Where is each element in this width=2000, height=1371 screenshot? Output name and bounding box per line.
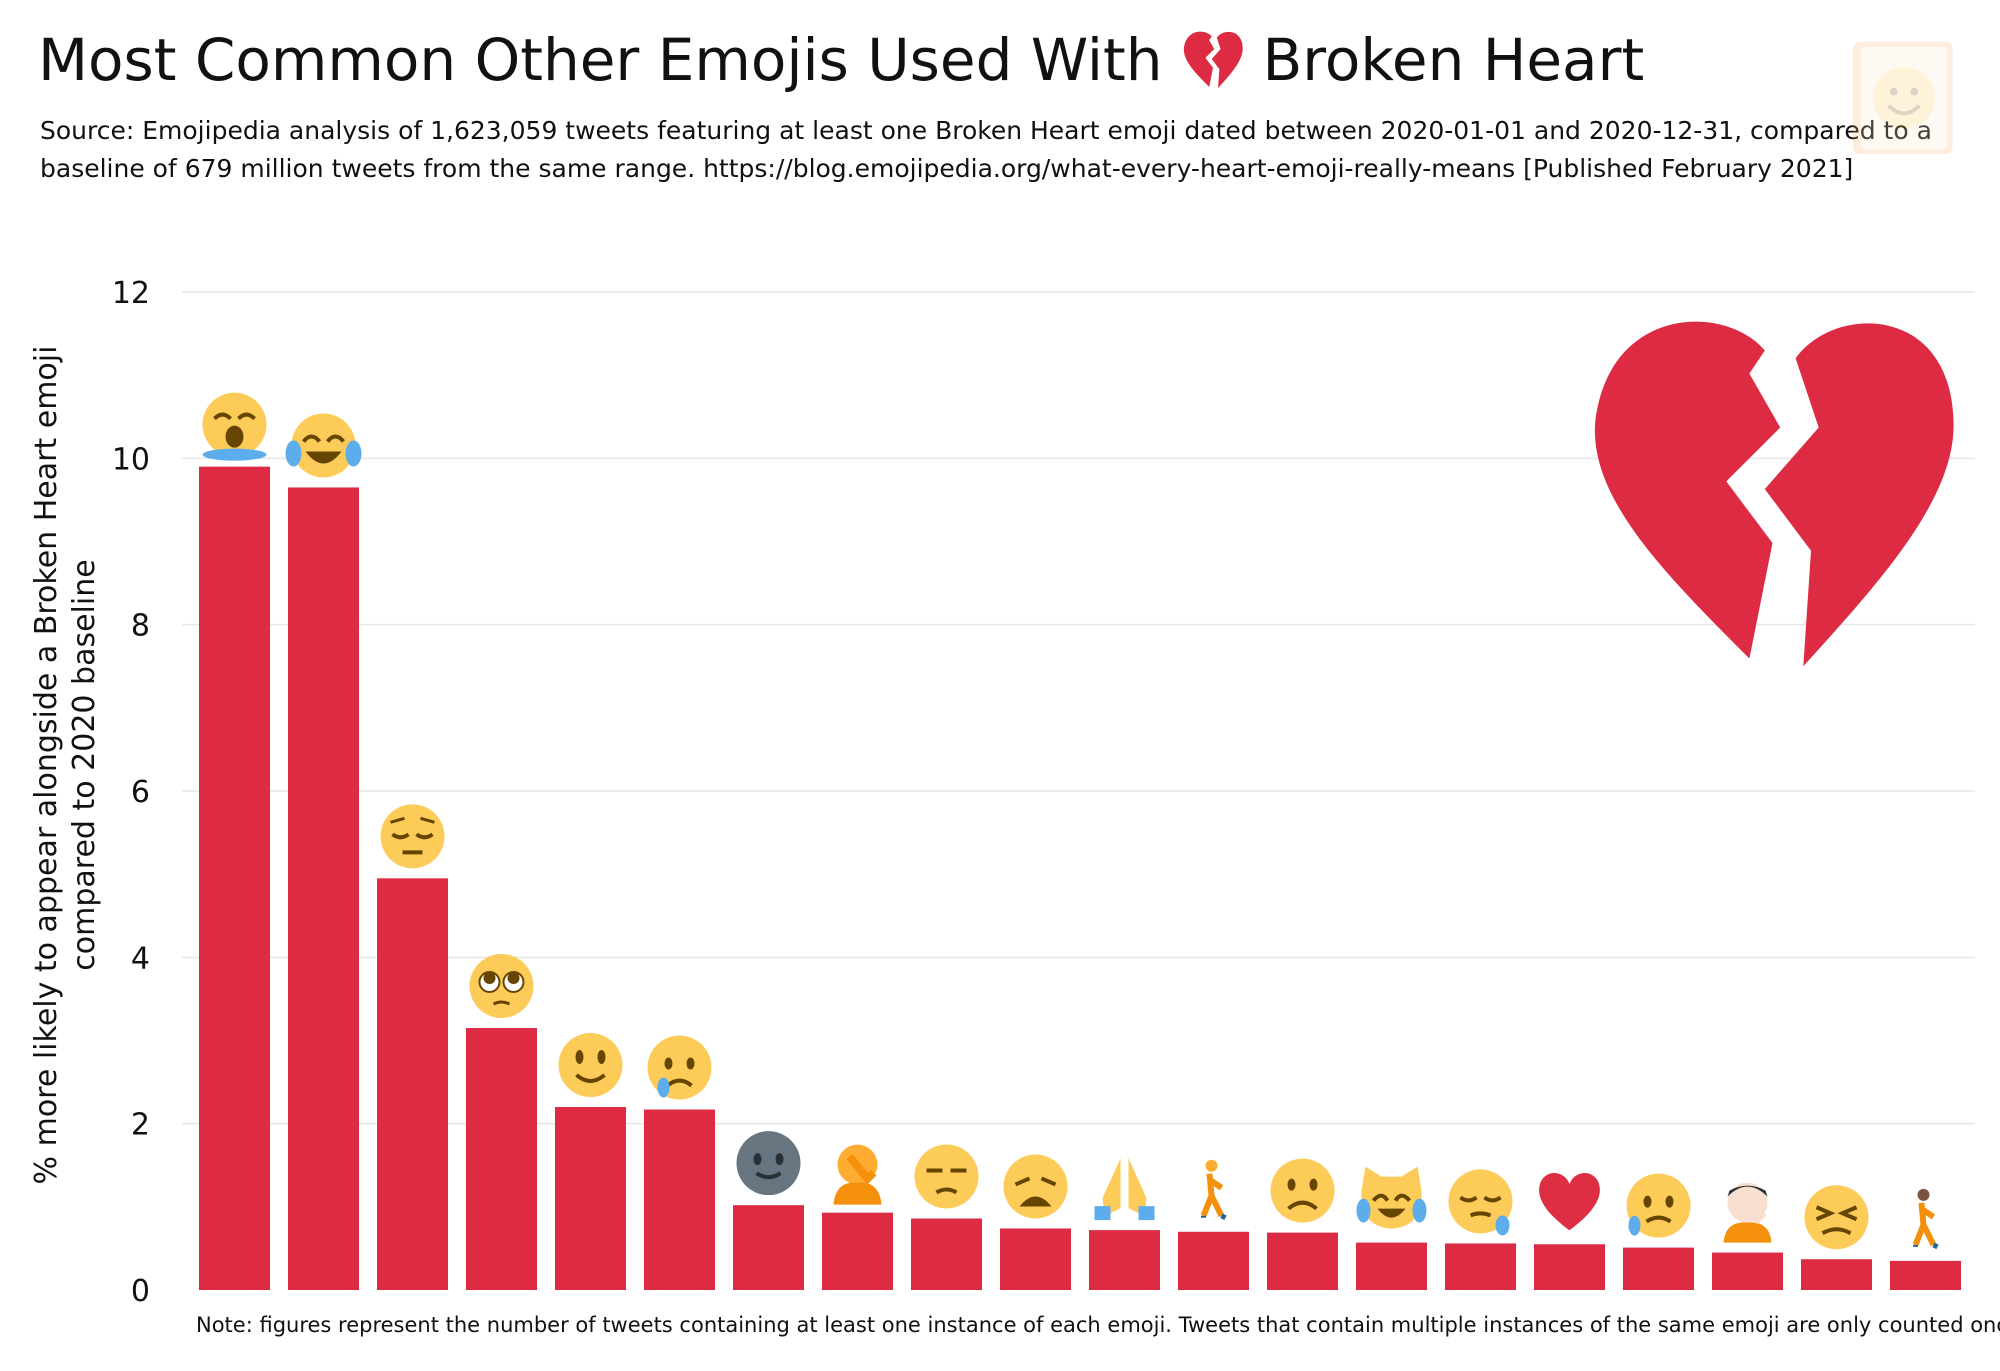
face-holding-back-tears-icon [469,954,534,1019]
bar-pensive-face [377,878,448,1290]
bar-red-heart [1534,1244,1605,1290]
slightly-smiling-face-icon [558,1033,623,1098]
bars [199,466,1961,1291]
cat-with-tears-of-joy-icon [1356,1166,1427,1229]
bar-loudly-crying-face [199,466,270,1290]
y-tick-label: 0 [131,1274,150,1309]
svg-text:% more likely to appear alongs: % more likely to appear alongside a Brok… [29,346,64,1185]
unamused-face-icon [914,1144,979,1209]
bar-sleepy-face [1445,1243,1516,1290]
weary-face-icon [1003,1154,1068,1219]
person-facepalming-icon [833,1144,882,1205]
bar-folded-hands [1089,1230,1160,1290]
bar-cat-with-tears-of-joy [1356,1242,1427,1290]
chart-subtitle: Source: Emojipedia analysis of 1,623,059… [40,116,1932,183]
y-axis-label-line-1: % more likely to appear alongside a Brok… [29,346,64,1185]
grid-lines [182,291,1975,1125]
loudly-crying-face-icon [202,392,267,461]
y-tick-label: 8 [131,609,150,644]
y-axis-ticks: 0 2 4 6 8 10 12 [112,276,150,1309]
emoji-markers [202,392,1939,1250]
bar-person-facepalming [822,1212,893,1290]
bar-tired-face [1801,1259,1872,1290]
person-facepalming-light-icon [1723,1182,1772,1243]
bar-person-facepalming-light [1712,1252,1783,1290]
bar-frowning-face [1267,1232,1338,1290]
y-axis-label-line-2: compared to 2020 baseline [67,559,102,970]
broken-heart-icon [1183,31,1243,89]
y-tick-label: 10 [112,442,150,477]
crying-face-icon [647,1035,712,1100]
bar-face-holding-back-tears [466,1028,537,1290]
bar-new-moon-face [733,1205,804,1290]
y-tick-label: 12 [112,276,150,311]
svg-text:compared to 2020 baseline: compared to 2020 baseline [67,559,102,970]
folded-hands-icon [1094,1158,1155,1221]
bar-slightly-smiling-face [555,1107,626,1290]
bar-unamused-face [911,1218,982,1290]
face-with-tears-of-joy-icon [285,413,362,478]
y-tick-label: 4 [131,941,150,976]
bar-person-walking [1178,1231,1249,1290]
frowning-face-icon [1270,1158,1335,1223]
bar-weary-face [1000,1228,1071,1290]
chart-title: Most Common Other Emojis Used With Broke… [38,24,1644,96]
bar-sad-but-relieved-face [1623,1247,1694,1290]
person-walking-dark-icon [1912,1188,1939,1250]
emojipedia-logo-icon [1852,41,1953,155]
bar-crying-face [644,1109,715,1290]
bar-person-walking-dark [1890,1260,1961,1290]
title-text-before: Most Common Other Emojis Used With [38,26,1163,94]
y-tick-label: 6 [131,775,150,810]
red-heart-icon [1539,1173,1600,1231]
sleepy-face-icon [1448,1169,1513,1236]
person-walking-icon [1200,1159,1227,1221]
y-tick-label: 2 [131,1108,150,1143]
title-text-after: Broken Heart [1262,26,1645,94]
broken-heart-icon [1594,321,1954,667]
bar-face-with-tears-of-joy [288,487,359,1291]
y-axis-label: % more likely to appear alongside a Brok… [29,346,102,1185]
pensive-face-icon [380,804,445,869]
sad-but-relieved-face-icon [1626,1173,1691,1238]
new-moon-face-icon [736,1131,801,1196]
tired-face-icon [1804,1185,1869,1250]
chart-note: Note: figures represent the number of tw… [196,1313,2000,1337]
